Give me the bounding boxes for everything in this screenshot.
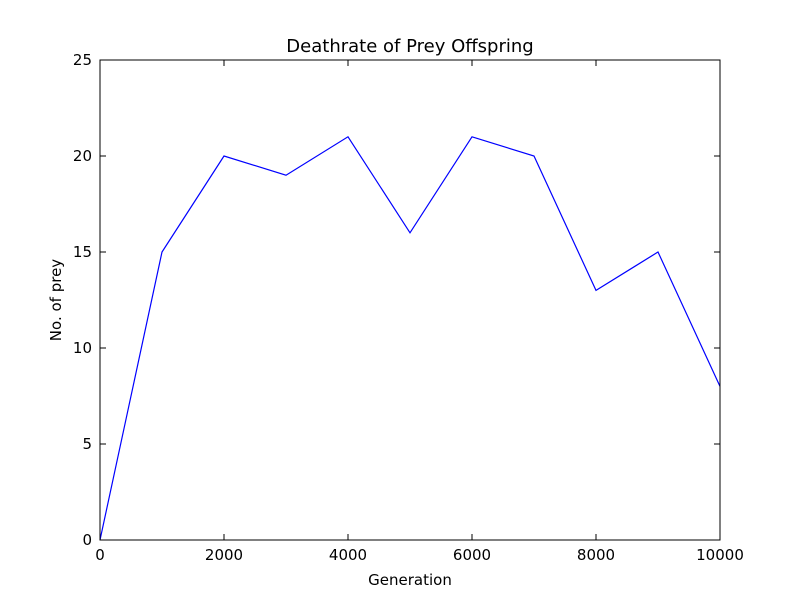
chart-title: Deathrate of Prey Offspring bbox=[286, 36, 533, 57]
y-tick-label: 15 bbox=[73, 243, 92, 261]
x-tick-label: 10000 bbox=[696, 546, 744, 564]
x-axis-label: Generation bbox=[368, 571, 452, 589]
series-line-0 bbox=[99, 135, 721, 541]
x-tick-label: 4000 bbox=[329, 546, 367, 564]
plot-area: 0 2000 4000 6000 8000 10000 0 5 10 15 20 25 bbox=[73, 51, 744, 564]
x-tick-label: 2000 bbox=[205, 546, 243, 564]
y-tick-label: 25 bbox=[73, 51, 92, 69]
x-tick-label: 0 bbox=[95, 546, 105, 564]
axes-frame bbox=[99, 59, 721, 541]
y-tick-label: 0 bbox=[82, 531, 92, 549]
y-axis-label: No. of prey bbox=[47, 259, 65, 341]
y-tick-label: 20 bbox=[73, 147, 92, 165]
x-tick-label: 8000 bbox=[577, 546, 615, 564]
y-tick-label: 5 bbox=[82, 435, 92, 453]
x-tick-label: 6000 bbox=[453, 546, 491, 564]
y-tick-label: 10 bbox=[73, 339, 92, 357]
